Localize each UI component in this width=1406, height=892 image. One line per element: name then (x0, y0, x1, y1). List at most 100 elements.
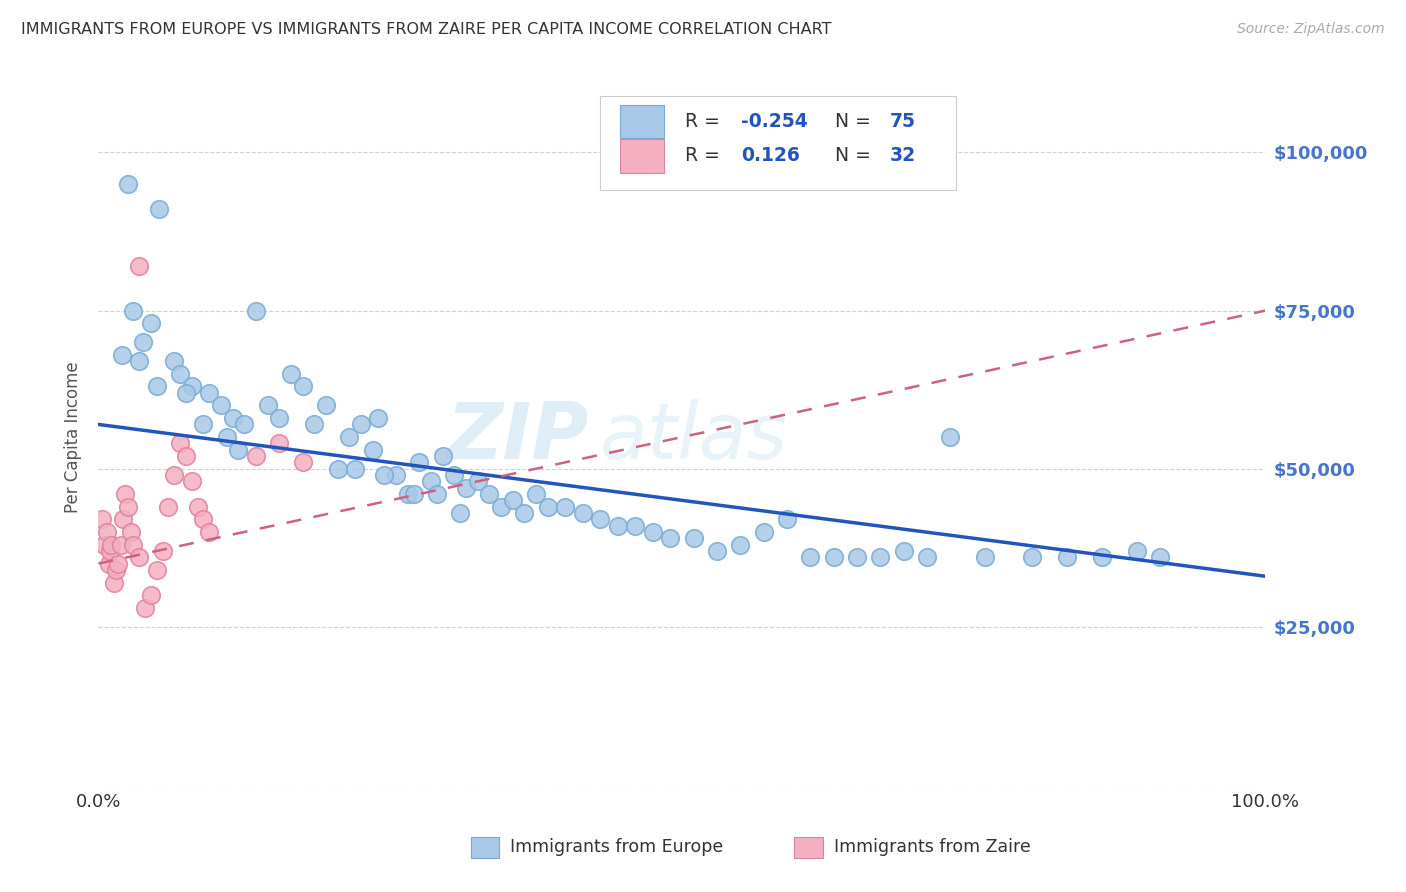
Point (193, 417, 215, 432)
Point (163, 354, 186, 368)
Point (269, 436, 291, 450)
Point (326, 461, 349, 475)
Point (152, 544, 174, 558)
Point (209, 399, 232, 413)
Text: Source: ZipAtlas.com: Source: ZipAtlas.com (1237, 22, 1385, 37)
Point (163, 468, 186, 483)
Point (100, 538, 122, 552)
Point (432, 449, 454, 463)
Point (1021, 550, 1043, 565)
Point (449, 506, 471, 520)
Point (537, 500, 560, 514)
Point (361, 442, 384, 457)
Point (776, 512, 799, 526)
Point (974, 550, 997, 565)
Point (373, 468, 395, 483)
Point (337, 430, 360, 444)
Point (589, 512, 612, 526)
Point (174, 385, 197, 400)
Point (344, 461, 367, 475)
Point (114, 487, 136, 501)
Point (443, 468, 465, 483)
Point (846, 550, 869, 565)
Point (408, 455, 430, 469)
Point (128, 260, 150, 274)
Point (107, 557, 129, 571)
Point (134, 600, 156, 615)
Text: Immigrants from Zaire: Immigrants from Zaire (834, 838, 1031, 856)
Point (513, 506, 536, 520)
Point (187, 500, 209, 514)
Text: IMMIGRANTS FROM EUROPE VS IMMIGRANTS FROM ZAIRE PER CAPITA INCOME CORRELATION CH: IMMIGRANTS FROM EUROPE VS IMMIGRANTS FRO… (21, 22, 831, 37)
Point (169, 367, 191, 381)
Point (104, 563, 127, 577)
Point (869, 550, 891, 565)
Point (706, 544, 728, 558)
Point (1149, 550, 1171, 565)
Point (350, 417, 373, 432)
Point (146, 563, 169, 577)
Text: 75: 75 (890, 112, 915, 131)
Point (571, 506, 593, 520)
Point (98, 544, 121, 558)
Point (256, 399, 278, 413)
Point (420, 475, 443, 489)
Point (682, 531, 704, 545)
Text: ZIP: ZIP (446, 399, 589, 475)
Point (139, 588, 162, 602)
Y-axis label: Per Capita Income: Per Capita Income (65, 361, 83, 513)
Point (117, 177, 139, 191)
Point (128, 354, 150, 368)
FancyBboxPatch shape (620, 104, 665, 138)
Point (641, 524, 664, 539)
Point (291, 455, 314, 469)
Point (128, 550, 150, 565)
Point (228, 442, 250, 457)
Point (893, 544, 915, 558)
Text: R =: R = (685, 146, 733, 166)
FancyBboxPatch shape (600, 96, 956, 190)
Text: 32: 32 (890, 146, 915, 166)
Point (478, 487, 501, 501)
Text: N =: N = (823, 112, 877, 131)
Point (304, 417, 326, 432)
Point (198, 385, 221, 400)
Point (823, 550, 845, 565)
Point (524, 487, 547, 501)
Point (915, 550, 938, 565)
Point (269, 411, 291, 425)
Text: 0.126: 0.126 (741, 146, 800, 166)
Text: R =: R = (685, 112, 727, 131)
Point (193, 512, 215, 526)
Text: -0.254: -0.254 (741, 112, 808, 131)
Point (939, 430, 962, 444)
Point (799, 550, 821, 565)
Point (291, 379, 314, 393)
Point (385, 468, 408, 483)
Point (502, 493, 524, 508)
Text: atlas: atlas (600, 399, 789, 475)
Point (180, 379, 202, 393)
Point (122, 538, 145, 552)
Point (367, 411, 389, 425)
Point (120, 524, 142, 539)
Point (1126, 544, 1149, 558)
Point (157, 500, 180, 514)
FancyBboxPatch shape (620, 139, 665, 173)
Point (396, 487, 419, 501)
Point (198, 524, 221, 539)
Point (148, 202, 170, 217)
Point (103, 575, 125, 590)
Point (402, 487, 425, 501)
Point (111, 348, 134, 362)
Point (554, 500, 576, 514)
Point (1056, 550, 1078, 565)
Point (139, 316, 162, 330)
Point (180, 475, 202, 489)
Point (96, 524, 118, 539)
Point (132, 335, 155, 350)
Point (245, 303, 267, 318)
Point (174, 449, 197, 463)
Point (245, 449, 267, 463)
Point (659, 531, 682, 545)
